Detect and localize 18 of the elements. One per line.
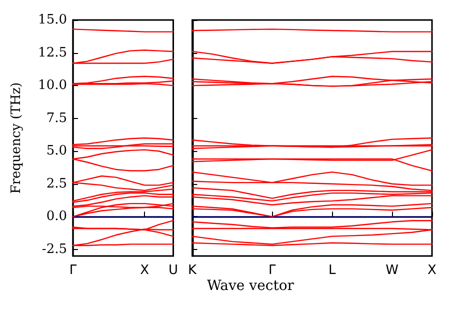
y-tick-label: 7.5 [46, 110, 67, 126]
y-tick-label: 12.5 [38, 45, 67, 60]
x-axis-title: Wave vector [207, 278, 294, 294]
x-tick-label: K [188, 263, 197, 278]
y-tick-label: 15.0 [38, 12, 67, 28]
y-tick-label: -2.5 [42, 242, 67, 257]
x-tick-label: Γ [69, 263, 78, 278]
x-tick-label: Γ [268, 263, 277, 278]
y-tick-label: 2.5 [46, 176, 67, 192]
x-tick-label: X [140, 263, 150, 278]
y-tick-label: 0.0 [46, 209, 67, 224]
y-tick-label: 5.0 [46, 144, 67, 159]
x-tick-label: U [168, 263, 178, 278]
x-tick-label: W [386, 263, 399, 278]
y-axis-title: Frequency (THz) [9, 82, 24, 194]
x-tick-label: L [328, 263, 336, 278]
y-tick-label: 10.0 [38, 78, 67, 94]
x-tick-label: X [428, 263, 437, 278]
